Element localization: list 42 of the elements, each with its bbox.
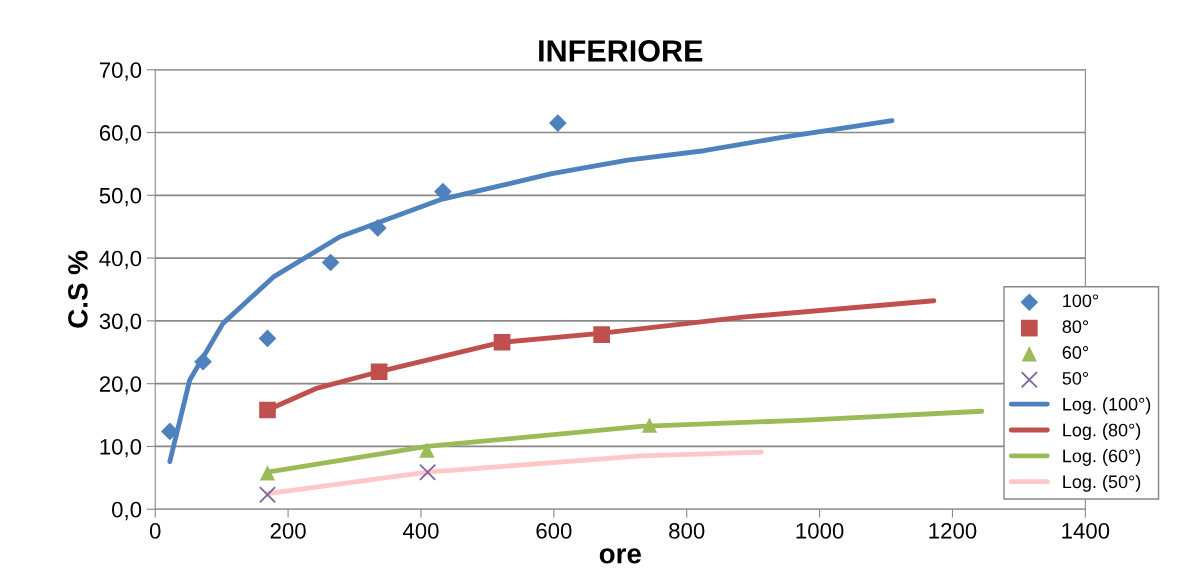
point: [368, 219, 387, 237]
x-tick-label: 1400: [1062, 523, 1110, 539]
legend-label: Log. (60°): [1063, 449, 1141, 466]
legend-label: 60°: [1062, 346, 1089, 359]
y-tick-label: 30,0: [99, 313, 142, 332]
x-tick-label: 400: [402, 523, 439, 539]
point: [258, 329, 277, 348]
point: [194, 352, 212, 371]
x-tick-label: 800: [669, 523, 705, 539]
x-tick-label: 0: [149, 523, 161, 539]
y-tick-label: 20,0: [99, 376, 142, 395]
y-tick-label: 60,0: [99, 125, 142, 144]
y-tick-label: 50,0: [99, 187, 142, 207]
x-tick-label: 200: [270, 523, 306, 539]
x-tick-label: 1000: [796, 523, 844, 539]
chart-title: INFERIORE: [539, 40, 703, 62]
x-tick-label: 1200: [929, 523, 977, 539]
point: [259, 465, 276, 481]
y-tick-label: 0,0: [112, 501, 142, 521]
point: [419, 463, 437, 481]
point: [259, 401, 276, 419]
point: [370, 363, 388, 381]
legend-label: Log. (50°): [1063, 474, 1141, 492]
legend-label: Log. (100°): [1063, 397, 1151, 415]
y-axis-title: C.S %: [68, 250, 88, 328]
legend-label: 80°: [1062, 320, 1089, 334]
y-tick-label: 70,0: [99, 62, 142, 81]
legend-label: 50°: [1062, 371, 1089, 385]
point: [321, 253, 340, 272]
y-tick-label: 10,0: [100, 438, 142, 458]
legend-label: 100°: [1063, 294, 1099, 308]
point: [419, 442, 435, 458]
x-tick-label: 600: [536, 523, 572, 539]
x-axis-title: ore: [599, 548, 641, 564]
legend-label: Log. (80°): [1063, 423, 1141, 441]
point: [258, 486, 277, 504]
point: [593, 326, 611, 344]
point: [641, 417, 658, 433]
point: [493, 333, 511, 351]
point: [548, 114, 567, 132]
line-series: [265, 449, 764, 496]
y-tick-label: 40,0: [99, 250, 142, 269]
